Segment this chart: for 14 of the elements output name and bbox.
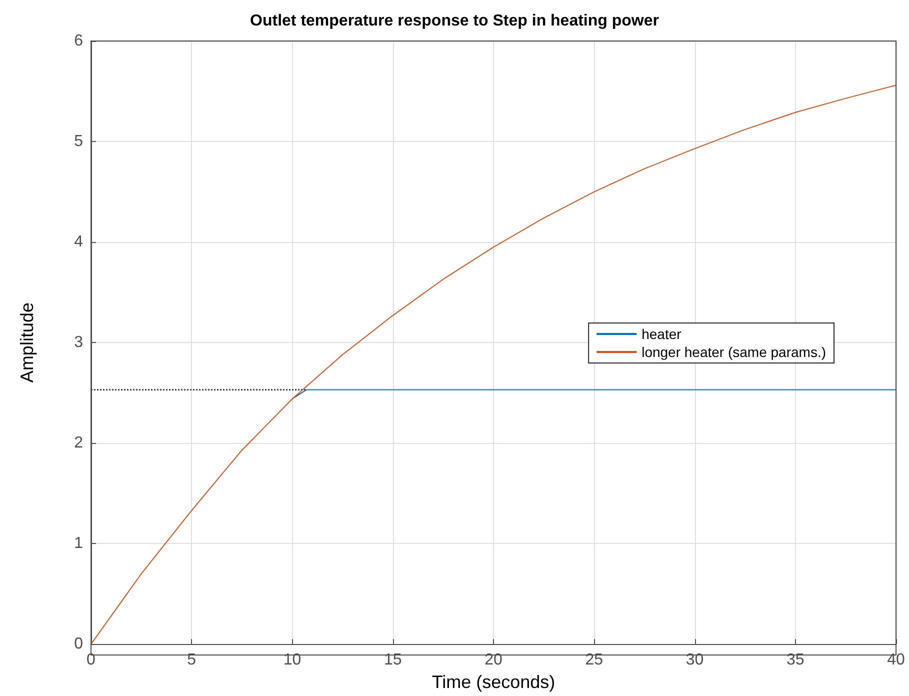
- y-tick-label: 2: [74, 434, 84, 452]
- y-tick-label: 6: [74, 32, 84, 50]
- x-axis-title: Time (seconds): [432, 672, 556, 692]
- x-tick-label: 40: [887, 652, 905, 669]
- y-axis-title: Amplitude: [17, 302, 37, 383]
- legend-label: heater: [642, 326, 682, 342]
- chart-title: Outlet temperature response to Step in heating power: [250, 12, 659, 30]
- y-tick-label: 5: [74, 133, 84, 150]
- y-tick-label: 0: [74, 636, 84, 653]
- y-tick-label: 3: [74, 334, 84, 352]
- y-tick-label: 1: [74, 535, 84, 552]
- x-tick-label: 5: [187, 652, 196, 669]
- y-tick-label: 4: [74, 234, 84, 251]
- legend-label: longer heater (same params.): [642, 344, 826, 360]
